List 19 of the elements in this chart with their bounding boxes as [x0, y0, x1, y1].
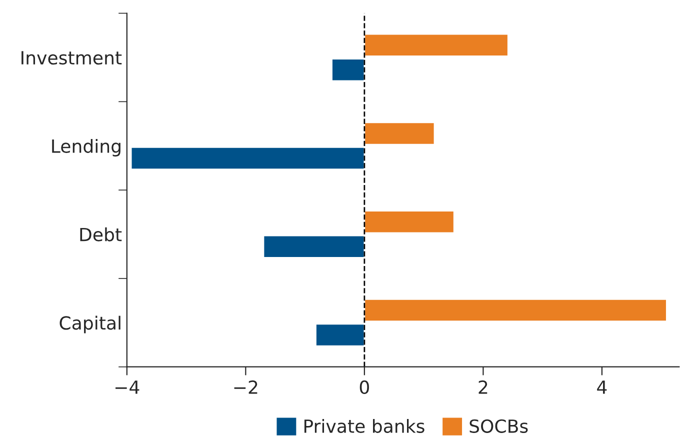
- x-tick-label: 0: [360, 380, 369, 394]
- y-tick-label: Investment: [22, 51, 122, 65]
- y-tick-label: Debt: [80, 227, 122, 242]
- legend-label: Private banks: [304, 419, 424, 433]
- bar: [130, 146, 366, 170]
- x-tick-label: −2: [234, 380, 258, 394]
- x-tick-label: −4: [116, 380, 140, 394]
- bar: [364, 210, 455, 234]
- bar: [364, 122, 436, 146]
- bar: [262, 234, 366, 258]
- x-tick-label: 2: [478, 380, 488, 394]
- bar: [315, 323, 366, 347]
- bar: [364, 33, 509, 57]
- legend-label: SOCBs: [470, 419, 528, 433]
- y-tick-label: Lending: [52, 139, 120, 156]
- y-tick-label: Capital: [60, 316, 120, 334]
- bar: [364, 298, 668, 322]
- bar: [331, 58, 366, 82]
- x-tick-label: 4: [597, 380, 607, 394]
